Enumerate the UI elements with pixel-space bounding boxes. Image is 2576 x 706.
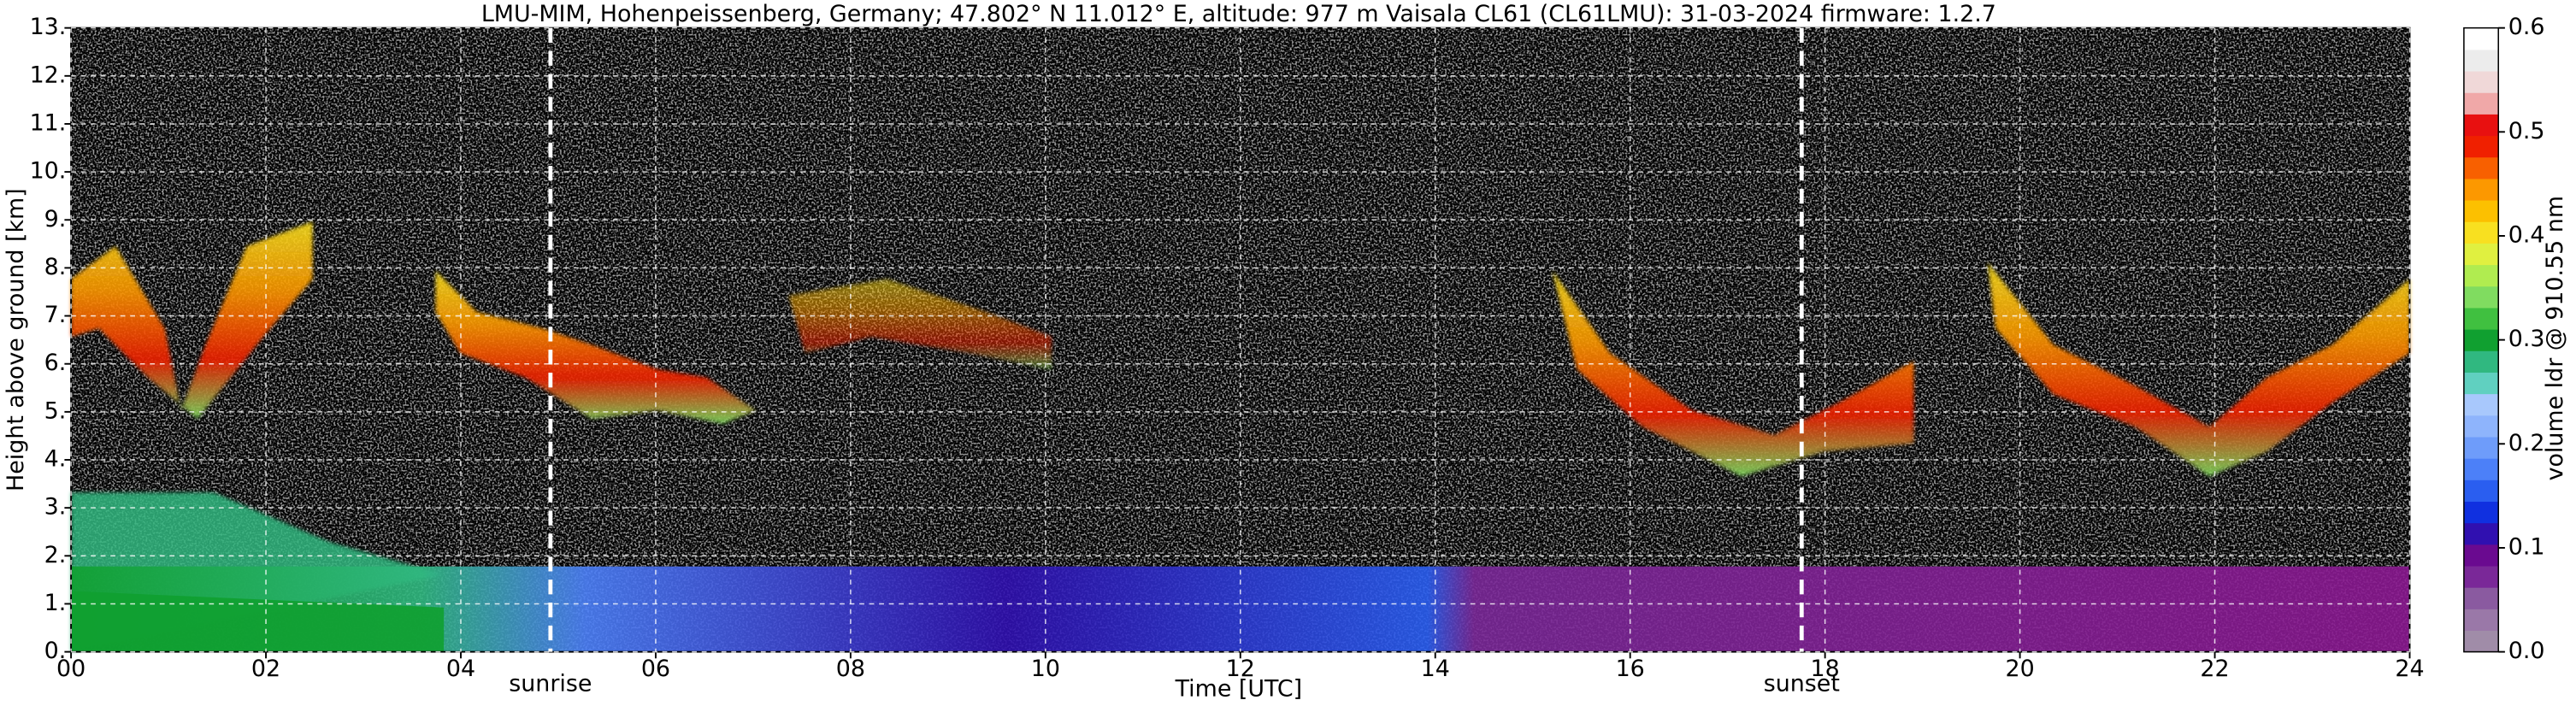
- colorbar-level: [2463, 49, 2499, 72]
- y-tick-label: 0.: [44, 638, 67, 664]
- y-tick-label: 10.: [30, 158, 67, 185]
- x-tick-label: 10: [1031, 656, 1060, 682]
- x-tick-label: 20: [2005, 656, 2034, 682]
- x-tick-label: 00: [56, 656, 85, 682]
- y-tick-label: 1.: [44, 590, 67, 616]
- colorbar-level: [2463, 264, 2499, 287]
- x-tick-label: 06: [641, 656, 670, 682]
- y-tick-label: 12.: [30, 62, 67, 88]
- colorbar-level: [2463, 329, 2499, 351]
- x-tick-label: 08: [836, 656, 865, 682]
- x-tick-label: 02: [251, 656, 280, 682]
- y-tick-label: 7.: [44, 302, 67, 328]
- colorbar-level: [2463, 544, 2499, 567]
- x-tick-label: 12: [1226, 656, 1255, 682]
- colorbar-level: [2463, 522, 2499, 545]
- y-axis-label: Height above ground [km]: [3, 188, 29, 491]
- colorbar-level: [2463, 630, 2499, 653]
- colorbar-level: [2463, 415, 2499, 438]
- colorbar-level: [2463, 393, 2499, 416]
- colorbar-level: [2463, 587, 2499, 609]
- colorbar-tick-label: 0.3: [2508, 326, 2545, 352]
- colorbar-tick-label: 0.2: [2508, 430, 2545, 456]
- colorbar-level: [2463, 92, 2499, 115]
- colorbar-level: [2463, 609, 2499, 632]
- colorbar-label: volume ldr @ 910.55 nm: [2542, 196, 2568, 480]
- y-tick-label: 11.: [30, 109, 67, 136]
- cloud: [435, 270, 757, 424]
- colorbar-tick-label: 0.5: [2508, 118, 2545, 144]
- colorbar-tick-label: 0.1: [2508, 533, 2545, 560]
- colorbar-level: [2463, 243, 2499, 266]
- y-tick-label: 5.: [44, 397, 67, 424]
- colorbar-level: [2463, 436, 2499, 459]
- colorbar-level: [2463, 350, 2499, 373]
- colorbar-level: [2463, 135, 2499, 158]
- x-tick-label: 04: [446, 656, 475, 682]
- colorbar-level: [2463, 458, 2499, 480]
- y-tick-label: 13.: [30, 14, 67, 40]
- colorbar-level: [2463, 372, 2499, 395]
- cloud: [71, 221, 313, 419]
- colorbar-level: [2463, 70, 2499, 93]
- y-tick-label: 4.: [44, 446, 67, 473]
- cloud: [1552, 270, 1914, 477]
- cloud: [788, 279, 1052, 370]
- x-tick-label: 24: [2395, 656, 2424, 682]
- colorbar-level: [2463, 27, 2499, 50]
- x-axis-label: Time [UTC]: [1175, 675, 1303, 702]
- annotation-label: sunrise: [509, 671, 592, 697]
- colorbar-tick-label: 0.6: [2508, 14, 2545, 40]
- y-tick-label: 9.: [44, 206, 67, 232]
- annotation-label: sunset: [1764, 671, 1840, 697]
- colorbar-level: [2463, 114, 2499, 137]
- y-tick-label: 3.: [44, 494, 67, 521]
- plot-image: [71, 27, 2410, 652]
- colorbar-level: [2463, 565, 2499, 588]
- colorbar-level: [2463, 178, 2499, 201]
- x-tick-label: 18: [1811, 656, 1840, 682]
- colorbar-tick-label: 0.4: [2508, 221, 2545, 248]
- colorbar-level: [2463, 156, 2499, 179]
- colorbar-level: [2463, 200, 2499, 222]
- colorbar-level: [2463, 285, 2499, 309]
- colorbar-level: [2463, 221, 2499, 244]
- colorbar-tick-label: 0.0: [2508, 638, 2545, 664]
- x-tick-label: 22: [2200, 656, 2229, 682]
- colorbar-level: [2463, 307, 2499, 330]
- x-tick-label: 16: [1616, 656, 1645, 682]
- y-tick-label: 8.: [44, 254, 67, 280]
- colorbar-level: [2463, 501, 2499, 524]
- cloud-layers: [71, 221, 2410, 477]
- boundary-layer-low: [71, 591, 445, 652]
- y-tick-label: 2.: [44, 542, 67, 568]
- colorbar-level: [2463, 479, 2499, 502]
- y-tick-label: 6.: [44, 350, 67, 376]
- x-tick-label: 14: [1421, 656, 1450, 682]
- chart-title: LMU-MIM, Hohenpeissenberg, Germany; 47.8…: [481, 1, 1996, 27]
- cloud: [1987, 262, 2410, 477]
